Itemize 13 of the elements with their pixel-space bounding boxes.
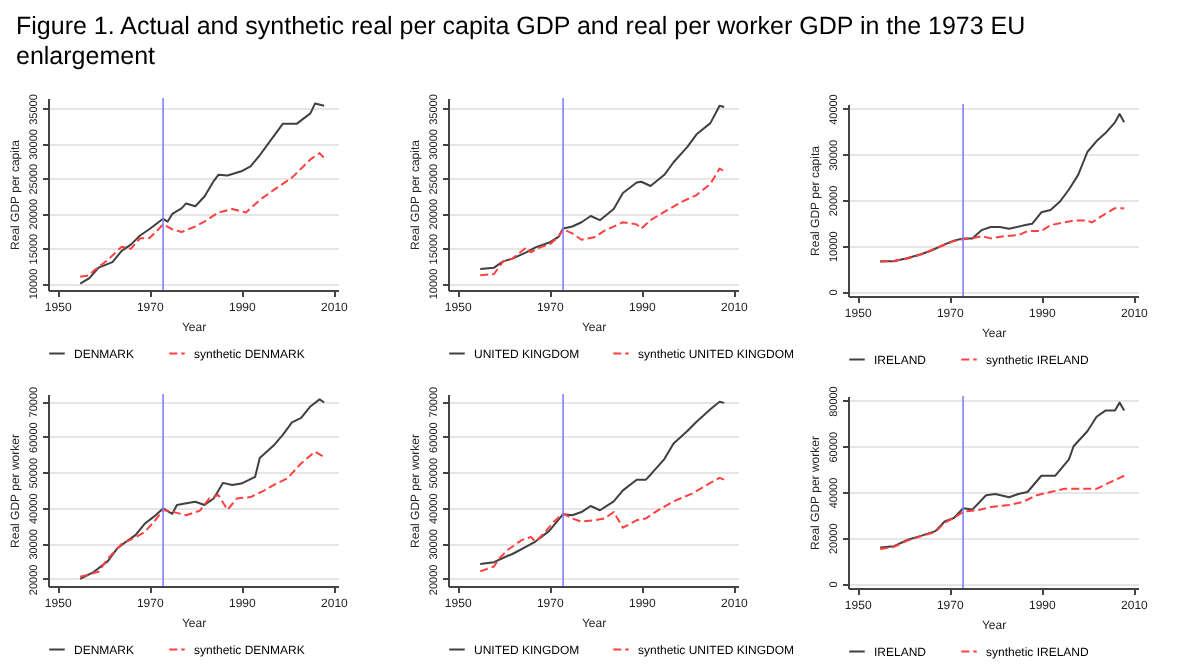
line-series — [79, 398, 326, 580]
line-series — [879, 113, 1126, 263]
line-series — [879, 207, 1126, 263]
line-series — [79, 450, 326, 578]
line-series — [479, 167, 726, 277]
text: Figure 1. Actual and synthetic real per capita GDP and real per worker GDP in the 1973 EU enlargement — [14, 10, 1028, 74]
line-series — [879, 474, 1126, 550]
line-series — [479, 104, 726, 271]
line-series — [479, 476, 726, 573]
line-series — [479, 400, 726, 565]
line-series — [879, 401, 1126, 549]
line-series — [79, 102, 326, 285]
line-series — [79, 152, 326, 278]
